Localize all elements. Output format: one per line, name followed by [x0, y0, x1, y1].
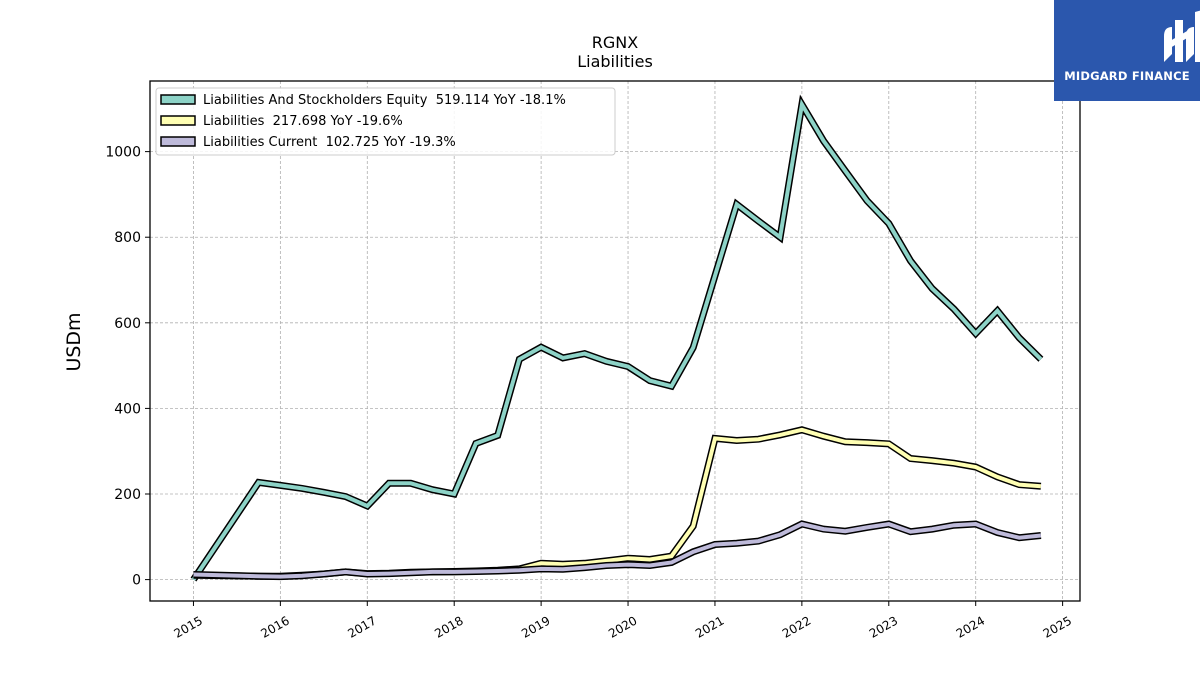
- grid: [150, 81, 1080, 601]
- legend-box: [155, 87, 616, 156]
- y-tick-label: 200: [114, 487, 141, 503]
- legend-swatch-liabilities: [160, 115, 196, 126]
- series-outline-0: [190, 94, 1044, 582]
- legend: Liabilities And Stockholders Equity 519.…: [155, 87, 616, 156]
- x-tick-label: 2018: [432, 613, 465, 640]
- x-tick-label: 2024: [954, 613, 987, 640]
- series-line-0: [191, 98, 1043, 581]
- series-line-1: [193, 427, 1042, 579]
- x-tick-label: 2019: [519, 613, 552, 640]
- y-tick-label: 1000: [105, 145, 141, 161]
- x-tick-label: 2023: [867, 613, 900, 640]
- legend-swatch-equity: [160, 94, 196, 105]
- x-tick-label: 2025: [1041, 613, 1074, 640]
- legend-swatch-current: [160, 136, 196, 147]
- plot-frame: [149, 80, 1081, 602]
- y-tick-label: 400: [114, 401, 141, 417]
- chart-title: RGNX: [592, 33, 638, 52]
- x-tick-label: 2015: [172, 613, 205, 640]
- y-tick-label: 0: [132, 573, 141, 589]
- legend-label-liabilities: Liabilities 217.698 YoY -19.6%: [203, 114, 403, 129]
- y-axis: 0 200 400 600 800 1000: [105, 145, 150, 589]
- x-tick-label: 2020: [606, 613, 639, 640]
- y-tick-label: 800: [114, 230, 141, 246]
- y-tick-label: 600: [114, 316, 141, 332]
- brand-name: MIDGARD FINANCE: [1064, 69, 1190, 83]
- chart-subtitle: Liabilities: [577, 52, 653, 71]
- x-tick-label: 2016: [258, 613, 291, 640]
- x-axis: 2015 2016 2017 2018 2019 2020 2021 2022 2023 2024…: [172, 601, 1074, 641]
- x-tick-label: 2017: [345, 613, 378, 640]
- x-tick-label: 2022: [780, 613, 813, 640]
- series-line-2: [193, 521, 1042, 579]
- brand-emblem-icon: [1164, 10, 1200, 62]
- legend-label-current: Liabilities Current 102.725 YoY -19.3%: [203, 135, 456, 150]
- brand-logo: MIDGARD FINANCE: [1054, 0, 1200, 101]
- legend-label-equity: Liabilities And Stockholders Equity 519.…: [203, 93, 566, 108]
- x-tick-label: 2021: [693, 613, 726, 640]
- y-axis-label: USDm: [63, 312, 85, 371]
- series-lines: [190, 94, 1044, 582]
- series-outline-1: [193, 426, 1042, 580]
